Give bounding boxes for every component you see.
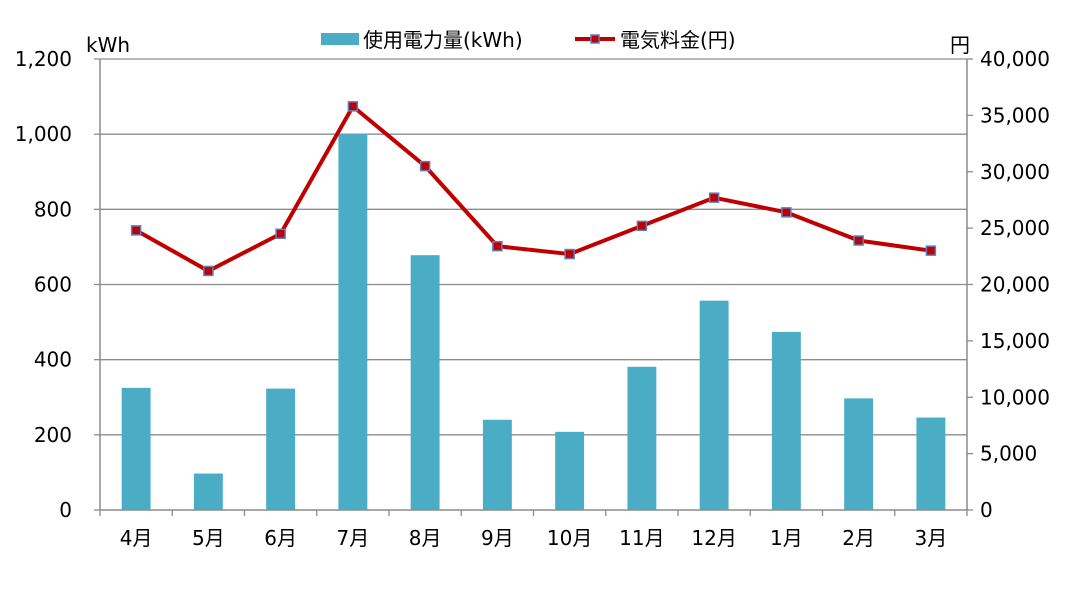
line-point-8: [636, 220, 648, 232]
x-tick-label: 3月: [915, 526, 948, 550]
right-axis-unit: 円: [950, 33, 970, 57]
left-tick-label: 800: [34, 197, 72, 221]
bar-7: [555, 431, 585, 510]
left-axis-unit: kWh: [86, 33, 130, 57]
x-tick-label: 10月: [547, 526, 592, 550]
line-series: [130, 101, 937, 277]
bar-3: [266, 388, 296, 510]
legend-bar-label: 使用電力量(kWh): [363, 28, 523, 52]
x-tick-label: 2月: [842, 526, 875, 550]
x-tick-label: 6月: [264, 526, 297, 550]
right-tick-label: 20,000: [980, 273, 1050, 297]
right-tick-label: 40,000: [980, 47, 1050, 71]
left-tick-label: 600: [34, 273, 72, 297]
legend-bar-swatch: [321, 33, 359, 45]
line-point-3: [275, 228, 286, 240]
left-tick-label: 1,000: [15, 122, 72, 146]
x-tick-label: 1月: [770, 526, 803, 550]
line-point-11: [853, 235, 864, 246]
left-tick-label: 1,200: [15, 47, 72, 71]
x-axis-tick-labels: 4月 5月 6月 7月 8月 9月 10月 11月 12月 1月 2月 3月: [120, 526, 947, 550]
right-tick-label: 10,000: [980, 385, 1050, 409]
legend-line-label: 電気料金(円): [620, 28, 736, 52]
x-tick-label: 7月: [337, 526, 370, 550]
bar-9: [699, 300, 729, 510]
bar-11: [844, 398, 874, 510]
right-tick-label: 0: [980, 498, 993, 522]
line-point-1: [130, 225, 142, 236]
gridlines: [100, 58, 967, 436]
left-axis-tick-labels: 0 200 400 600 800 1,000 1,200: [15, 47, 72, 522]
legend: 使用電力量(kWh) 電気料金(円): [321, 28, 736, 52]
right-axis-tick-labels: 0 5,000 10,000 15,000 20,000 25,000 30,000 35,0…: [980, 47, 1050, 522]
bar-12: [916, 417, 946, 510]
line-point-12: [925, 245, 937, 256]
left-tick-label: 200: [34, 423, 72, 447]
bar-4: [338, 134, 368, 510]
x-tick-label: 11月: [619, 526, 664, 550]
bar-10: [771, 331, 801, 510]
x-tick-label: 9月: [481, 526, 514, 550]
bar-series: [121, 134, 946, 510]
line-point-4: [347, 101, 359, 112]
left-tick-label: 400: [34, 348, 72, 372]
line-path: [135, 104, 932, 273]
bar-8: [627, 366, 657, 510]
bar-5: [410, 255, 440, 510]
bar-6: [482, 419, 512, 510]
line-point-2: [203, 265, 214, 277]
axes: [94, 58, 973, 516]
line-point-7: [564, 248, 575, 260]
right-tick-label: 15,000: [980, 329, 1050, 353]
x-tick-label: 12月: [691, 526, 736, 550]
x-tick-label: 4月: [120, 526, 153, 550]
left-tick-label: 0: [59, 498, 72, 522]
right-tick-label: 5,000: [980, 442, 1037, 466]
legend-line-marker: [590, 34, 600, 44]
line-point-6: [492, 240, 503, 252]
line-point-10: [781, 207, 792, 218]
line-point-9: [708, 192, 720, 203]
x-tick-label: 5月: [192, 526, 225, 550]
right-tick-label: 25,000: [980, 216, 1050, 240]
bar-1: [121, 387, 151, 510]
bar-2: [193, 473, 223, 510]
right-tick-label: 35,000: [980, 103, 1050, 127]
x-tick-label: 8月: [409, 526, 442, 550]
line-point-5: [419, 160, 431, 172]
right-tick-label: 30,000: [980, 160, 1050, 184]
